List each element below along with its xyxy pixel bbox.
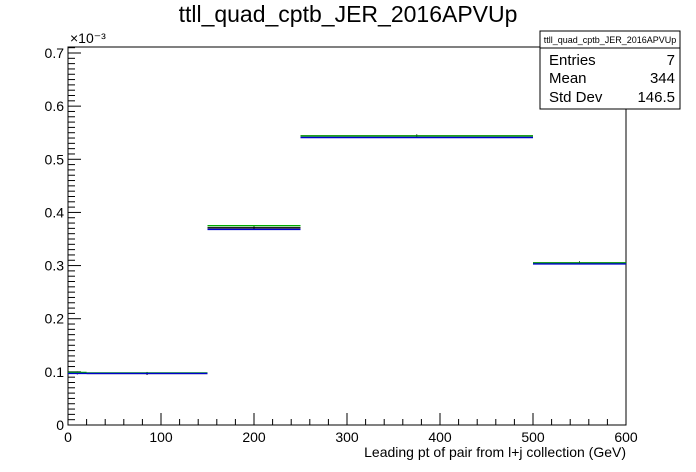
x-tick-label: 500 — [521, 429, 545, 445]
x-tick-label: 200 — [242, 429, 266, 445]
stats-box-frame — [539, 30, 681, 110]
x-tick-label: 400 — [428, 429, 452, 445]
chart-title: ttll_quad_cptb_JER_2016APVUp — [179, 1, 518, 27]
y-tick-label: 0.7 — [45, 45, 65, 61]
y-tick-label: 0.5 — [45, 151, 65, 167]
y-tick-label: 0.4 — [45, 204, 65, 220]
histogram-bins — [68, 134, 626, 375]
stats-mean-value: 344 — [650, 70, 675, 87]
stats-stddev-label: Std Dev — [549, 89, 603, 106]
x-tick-label: 100 — [149, 429, 173, 445]
y-tick-label: 0.2 — [45, 311, 65, 327]
x-tick-label: 300 — [335, 429, 359, 445]
x-tick-label: 600 — [614, 429, 638, 445]
stats-box: ttll_quad_cptb_JER_2016APVUp Entries 7 M… — [539, 30, 681, 110]
y-tick-label: 0.3 — [45, 258, 65, 274]
y-tick-label: 0.6 — [45, 98, 65, 114]
x-tick-label: 0 — [64, 429, 72, 445]
histogram-series — [68, 136, 626, 375]
y-axis-exponent-label: ×10⁻³ — [70, 30, 106, 46]
stats-entries-value: 7 — [667, 52, 675, 69]
stats-stddev-value: 146.5 — [637, 89, 675, 106]
stats-mean-label: Mean — [549, 70, 587, 87]
x-axis-label: Leading pt of pair from l+j collection (… — [364, 444, 626, 460]
x-axis: 0 100 200 300 400 500 600 — [64, 413, 638, 445]
stats-entries-label: Entries — [549, 52, 596, 69]
histogram-series — [68, 134, 626, 375]
y-tick-label: 0 — [56, 417, 64, 433]
y-axis: 0 0.1 0.2 0.3 0.4 0.5 0.6 0.7 — [45, 45, 81, 433]
y-tick-label: 0.1 — [45, 364, 65, 380]
stats-box-title: ttll_quad_cptb_JER_2016APVUp — [544, 35, 677, 45]
histogram-series — [68, 135, 626, 374]
